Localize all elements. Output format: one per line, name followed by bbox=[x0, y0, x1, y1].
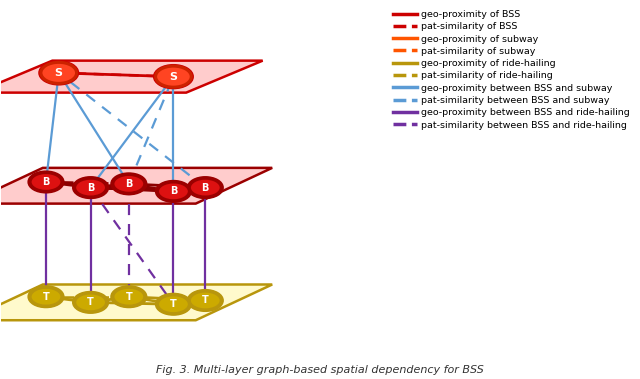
Text: S: S bbox=[55, 68, 63, 78]
Text: B: B bbox=[87, 183, 94, 193]
Text: 🚴: 🚴 bbox=[125, 177, 133, 191]
Text: B: B bbox=[202, 183, 209, 193]
Text: T: T bbox=[170, 299, 177, 309]
Circle shape bbox=[29, 172, 63, 192]
Text: 🚕: 🚕 bbox=[125, 290, 133, 304]
Text: B: B bbox=[42, 177, 50, 187]
Text: 🚴: 🚴 bbox=[169, 184, 178, 198]
Circle shape bbox=[30, 287, 62, 306]
Circle shape bbox=[156, 66, 191, 87]
Polygon shape bbox=[0, 285, 272, 320]
Circle shape bbox=[156, 294, 191, 315]
Circle shape bbox=[29, 287, 63, 307]
Circle shape bbox=[157, 182, 189, 201]
Text: T: T bbox=[43, 292, 49, 302]
Circle shape bbox=[113, 174, 145, 193]
Circle shape bbox=[189, 178, 221, 197]
Circle shape bbox=[113, 287, 145, 306]
Text: S: S bbox=[170, 72, 177, 81]
Circle shape bbox=[156, 181, 191, 202]
Text: T: T bbox=[125, 292, 132, 302]
Text: B: B bbox=[125, 179, 132, 189]
Circle shape bbox=[111, 174, 146, 194]
Text: 🚴: 🚴 bbox=[86, 181, 95, 195]
Text: 🚕: 🚕 bbox=[201, 293, 209, 307]
Text: T: T bbox=[87, 298, 94, 307]
Polygon shape bbox=[0, 61, 262, 92]
Circle shape bbox=[40, 61, 78, 84]
Circle shape bbox=[74, 177, 108, 198]
Circle shape bbox=[41, 62, 77, 83]
Polygon shape bbox=[0, 168, 272, 204]
Text: 🚌: 🚌 bbox=[54, 66, 63, 80]
Text: B: B bbox=[170, 186, 177, 196]
Circle shape bbox=[74, 292, 108, 313]
Circle shape bbox=[75, 178, 106, 197]
Circle shape bbox=[157, 295, 189, 314]
Text: 🚌: 🚌 bbox=[169, 70, 178, 84]
Circle shape bbox=[111, 287, 146, 307]
Text: 🚴: 🚴 bbox=[42, 175, 50, 189]
Circle shape bbox=[75, 293, 106, 312]
Text: 🚕: 🚕 bbox=[42, 290, 50, 304]
Circle shape bbox=[188, 290, 223, 311]
Text: Fig. 3. Multi-layer graph-based spatial dependency for BSS: Fig. 3. Multi-layer graph-based spatial … bbox=[156, 365, 484, 375]
Text: 🚕: 🚕 bbox=[86, 295, 95, 309]
Text: 🚴: 🚴 bbox=[201, 181, 209, 195]
Text: 🚕: 🚕 bbox=[169, 297, 178, 311]
Circle shape bbox=[30, 172, 62, 191]
Circle shape bbox=[154, 65, 193, 88]
Circle shape bbox=[189, 291, 221, 310]
Circle shape bbox=[188, 177, 223, 198]
Legend: geo-proximity of BSS, pat-similarity of BSS, geo-proximity of subway, pat-simila: geo-proximity of BSS, pat-similarity of … bbox=[389, 6, 634, 133]
Text: T: T bbox=[202, 296, 209, 305]
